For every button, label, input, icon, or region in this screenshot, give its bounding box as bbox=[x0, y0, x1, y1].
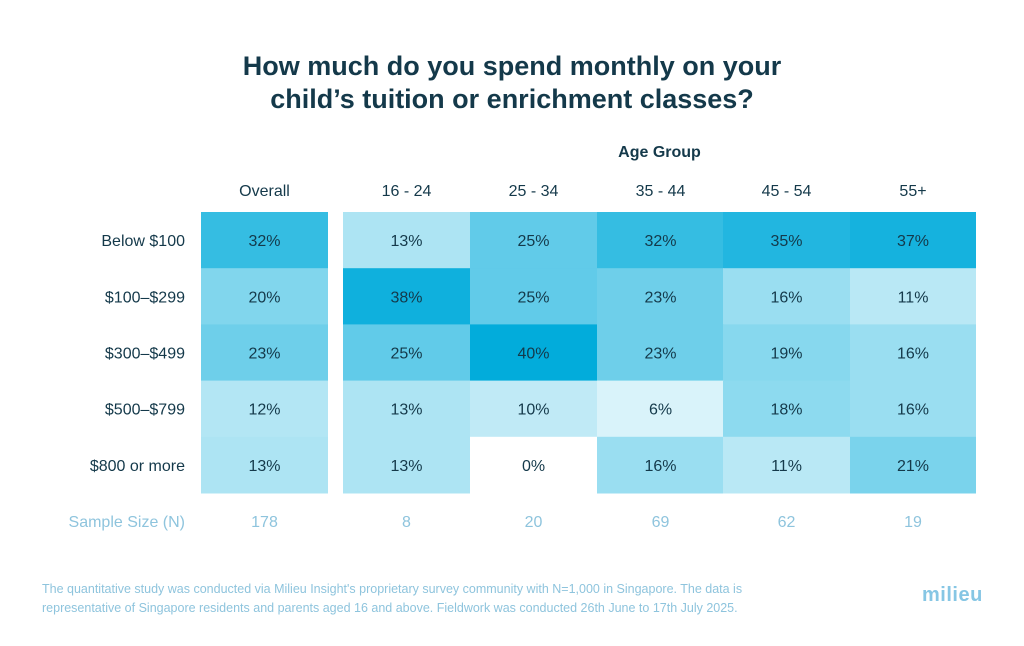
cell-value: 16% bbox=[770, 289, 802, 306]
cell-value: 25% bbox=[390, 346, 422, 363]
cell-value: 23% bbox=[644, 289, 676, 306]
cell-value: 6% bbox=[649, 402, 672, 419]
heatmap-cell bbox=[723, 324, 850, 382]
cell-value: 32% bbox=[248, 233, 280, 250]
sample-size-value: 19 bbox=[904, 514, 922, 531]
heatmap-cell bbox=[597, 212, 724, 269]
cell-value: 19% bbox=[770, 346, 802, 363]
cell-value: 10% bbox=[517, 402, 549, 419]
column-header: 25 - 34 bbox=[509, 183, 559, 200]
heatmap-cell bbox=[201, 436, 328, 494]
heatmap-cell bbox=[470, 212, 597, 269]
cell-value: 13% bbox=[248, 458, 280, 475]
heatmap-cell bbox=[597, 380, 724, 438]
heatmap-cell bbox=[470, 436, 597, 494]
cell-value: 13% bbox=[390, 402, 422, 419]
cell-value: 18% bbox=[770, 402, 802, 419]
cell-value: 13% bbox=[390, 233, 422, 250]
cell-value: 12% bbox=[248, 402, 280, 419]
milieu-logo: milieu bbox=[922, 584, 983, 606]
column-header: 35 - 44 bbox=[636, 183, 686, 200]
cell-value: 0% bbox=[522, 458, 545, 475]
heatmap-cell bbox=[597, 324, 724, 382]
heatmap-cell bbox=[343, 212, 470, 269]
sample-size-value: 20 bbox=[525, 514, 543, 531]
sample-size-value: 62 bbox=[778, 514, 796, 531]
cell-value: 11% bbox=[771, 458, 802, 475]
chart-title-line-1: How much do you spend monthly on your bbox=[242, 51, 782, 81]
cell-value: 23% bbox=[248, 346, 280, 363]
heatmap-cell bbox=[470, 380, 597, 438]
heatmap-cell bbox=[201, 268, 328, 325]
heatmap-cell bbox=[470, 324, 597, 382]
age-group-label: Age Group bbox=[618, 144, 701, 161]
cell-value: 32% bbox=[644, 233, 676, 250]
cell-value: 20% bbox=[248, 289, 280, 306]
cell-value: 16% bbox=[897, 346, 929, 363]
heatmap-cell bbox=[850, 268, 976, 325]
footnote: The quantitative study was conducted via… bbox=[42, 580, 842, 618]
footnote-line-1: The quantitative study was conducted via… bbox=[42, 582, 743, 596]
heatmap-cell bbox=[343, 268, 470, 325]
row-label: $300–$499 bbox=[105, 346, 185, 363]
footnote-line-2: representative of Singapore residents an… bbox=[42, 601, 738, 615]
heatmap-cell bbox=[723, 380, 850, 438]
cell-value: 25% bbox=[517, 233, 549, 250]
column-header: 45 - 54 bbox=[762, 183, 812, 200]
heatmap-cell bbox=[850, 212, 976, 269]
heatmap-cell bbox=[723, 268, 850, 325]
column-header: 16 - 24 bbox=[382, 183, 432, 200]
chart-title: How much do you spend monthly on your ch… bbox=[0, 50, 1024, 116]
heatmap-cell bbox=[723, 436, 850, 494]
cell-value: 37% bbox=[897, 233, 929, 250]
heatmap-cell bbox=[850, 324, 976, 382]
cell-value: 35% bbox=[770, 233, 802, 250]
heatmap-cell bbox=[850, 436, 976, 494]
column-header: Overall bbox=[239, 183, 290, 200]
heatmap-cell bbox=[597, 268, 724, 325]
heatmap-cell bbox=[343, 436, 470, 494]
cell-value: 40% bbox=[517, 346, 549, 363]
sample-size-value: 178 bbox=[251, 514, 278, 531]
row-label: $100–$299 bbox=[105, 289, 185, 306]
heatmap-cell bbox=[470, 268, 597, 325]
heatmap-cell bbox=[850, 380, 976, 438]
cell-value: 23% bbox=[644, 346, 676, 363]
row-label: $800 or more bbox=[90, 458, 185, 475]
cell-value: 11% bbox=[898, 289, 929, 306]
cell-value: 16% bbox=[644, 458, 676, 475]
chart-title-line-2: child’s tuition or enrichment classes? bbox=[270, 84, 754, 114]
row-label: $500–$799 bbox=[105, 402, 185, 419]
cell-value: 25% bbox=[517, 289, 549, 306]
sample-size-value: 69 bbox=[652, 514, 670, 531]
heatmap-cell bbox=[343, 380, 470, 438]
cell-value: 21% bbox=[897, 458, 929, 475]
sample-size-value: 8 bbox=[402, 514, 411, 531]
heatmap-cell bbox=[723, 212, 850, 269]
heatmap-cell bbox=[201, 380, 328, 438]
cell-value: 13% bbox=[390, 458, 422, 475]
heatmap-cell bbox=[201, 324, 328, 382]
row-label: Below $100 bbox=[101, 233, 185, 250]
cell-value: 16% bbox=[897, 402, 929, 419]
cell-value: 38% bbox=[390, 289, 422, 306]
heatmap-cell bbox=[201, 212, 328, 269]
column-header: 55+ bbox=[899, 183, 926, 200]
heatmap-cell bbox=[597, 436, 724, 494]
sample-size-label: Sample Size (N) bbox=[69, 514, 185, 531]
heatmap-cell bbox=[343, 324, 470, 382]
